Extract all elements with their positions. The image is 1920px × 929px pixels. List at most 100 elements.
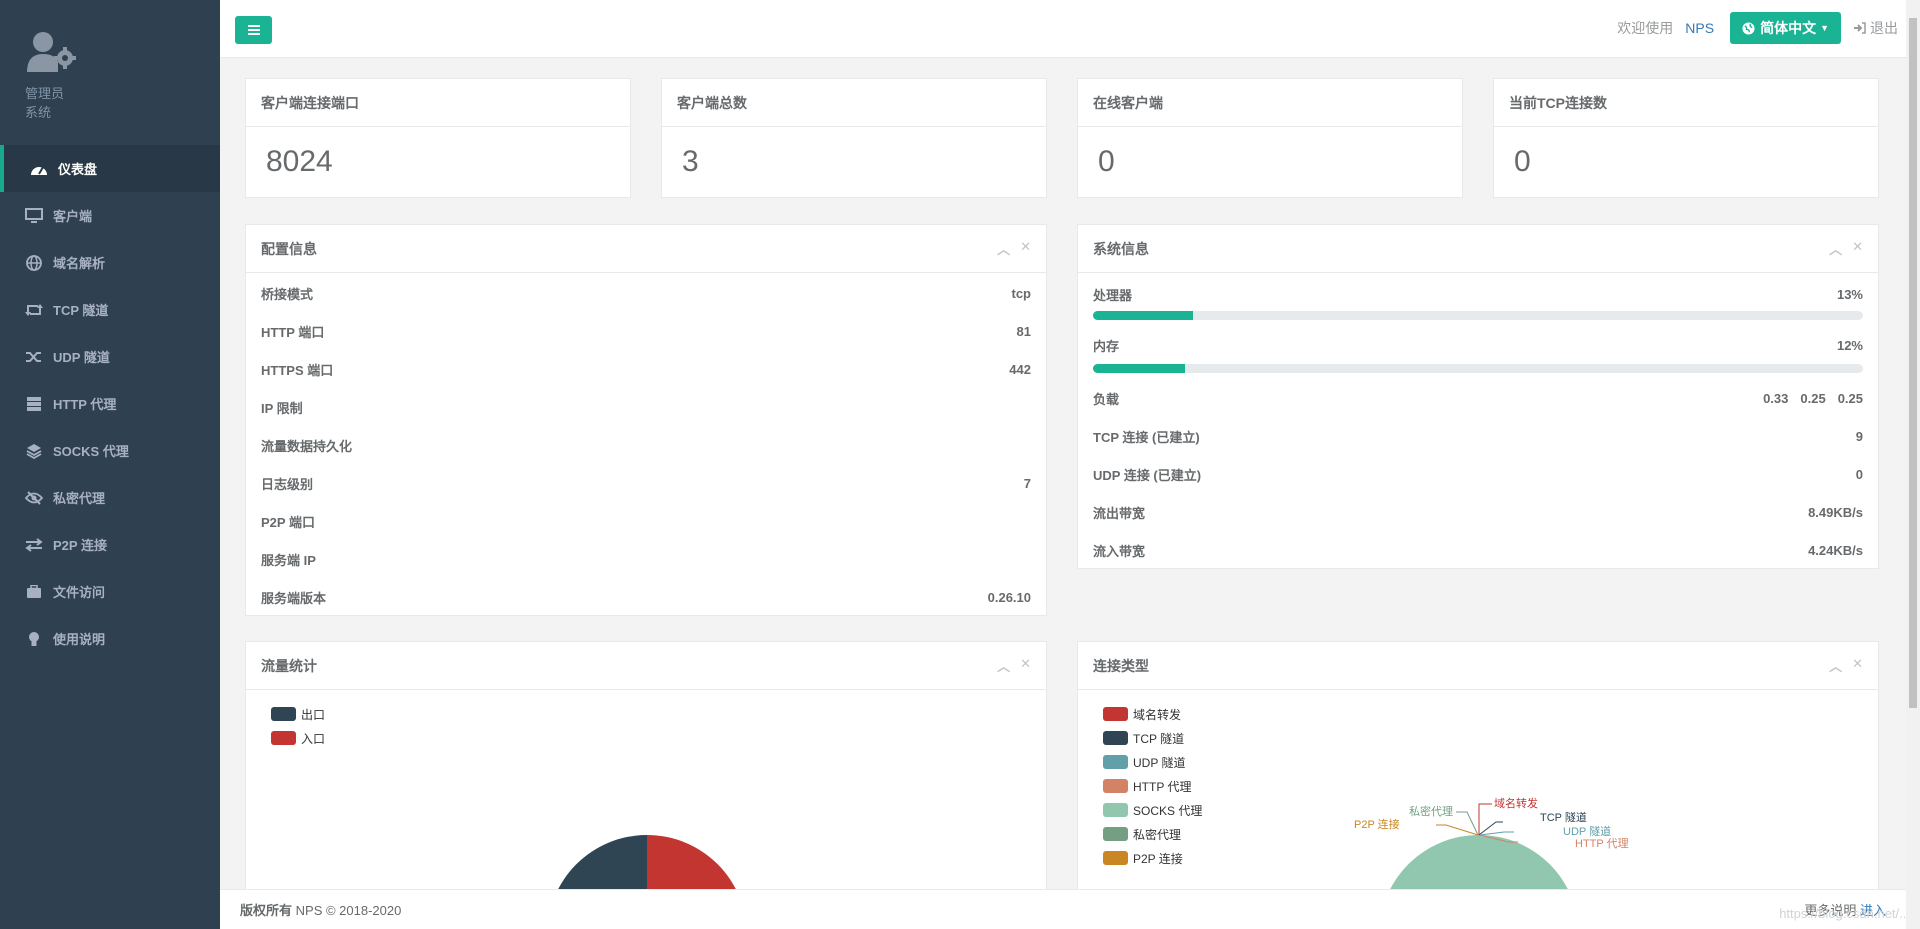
sidebar-item-label: TCP 隧道 bbox=[53, 303, 109, 318]
config-label: IP 限制 bbox=[261, 400, 303, 416]
globe-icon bbox=[1742, 21, 1755, 35]
enter-link[interactable]: 进入 bbox=[1859, 903, 1886, 918]
legend-label: 域名转发 bbox=[1133, 707, 1182, 722]
pie-label-domain: 域名转发 bbox=[1494, 796, 1538, 810]
logout-label: 退出 bbox=[1870, 20, 1898, 36]
legend-item[interactable]: 入口 bbox=[271, 726, 1046, 750]
retweet-icon bbox=[25, 301, 43, 319]
config-row: 服务端版本 0.26.10 bbox=[246, 578, 1046, 616]
pie-label-tcp: TCP 隧道 bbox=[1540, 810, 1587, 824]
config-value: 0.26.10 bbox=[987, 589, 1031, 605]
welcome-text: 欢迎使用 bbox=[1617, 20, 1674, 36]
user-cog-icon bbox=[25, 28, 85, 74]
traffic-pie-chart bbox=[547, 835, 747, 889]
config-value: 7 bbox=[1023, 475, 1031, 491]
config-row: 服务端 IP bbox=[246, 540, 1046, 578]
memory-progress-fill bbox=[1093, 364, 1186, 373]
footer: 版权所有 NPS © 2018-2020 更多说明 进入 bbox=[220, 889, 1906, 929]
page-scrollbar[interactable] bbox=[1906, 0, 1920, 929]
system-row: TCP 连接 (已建立) 9 bbox=[1078, 417, 1878, 455]
copyright-label: 版权所有 bbox=[240, 903, 293, 918]
memory-row: 内存 12% bbox=[1078, 320, 1878, 364]
legend-item[interactable]: UDP 隧道 bbox=[1103, 750, 1878, 774]
sidebar-item-socks[interactable]: SOCKS 代理 bbox=[0, 427, 220, 474]
legend-swatch bbox=[1103, 707, 1128, 721]
memory-progress bbox=[1093, 364, 1863, 373]
legend-label: SOCKS 代理 bbox=[1133, 803, 1203, 818]
stat-value: 3 bbox=[682, 145, 699, 178]
legend-swatch bbox=[1103, 803, 1128, 817]
sidebar-item-label: 仪表盘 bbox=[58, 162, 98, 177]
config-panel: 配置信息 ︿ ✕ 桥接模式 tcp HTTP 端口 81 HTTPS 端口 442 I… bbox=[245, 224, 1047, 616]
briefcase-icon bbox=[25, 583, 43, 601]
language-dropdown[interactable]: 简体中文 ▼ bbox=[1730, 12, 1841, 44]
sidebar-item-p2p[interactable]: P2P 连接 bbox=[0, 521, 220, 568]
profile: 管理员 系统 bbox=[0, 0, 220, 145]
stat-title: 客户端总数 bbox=[677, 94, 747, 111]
profile-role: 管理员 bbox=[25, 86, 65, 101]
sidebar-item-files[interactable]: 文件访问 bbox=[0, 568, 220, 615]
legend-item[interactable]: TCP 隧道 bbox=[1103, 726, 1878, 750]
sidebar-item-tcp[interactable]: TCP 隧道 bbox=[0, 286, 220, 333]
legend-label: 入口 bbox=[301, 731, 326, 746]
chevron-up-icon[interactable]: ︿ bbox=[1829, 242, 1843, 257]
panel-title: 流量统计 bbox=[261, 657, 317, 674]
sidebar-item-dashboard[interactable]: 仪表盘 bbox=[0, 145, 220, 192]
legend-item[interactable]: SOCKS 代理 bbox=[1103, 798, 1878, 822]
stat-value: 8024 bbox=[266, 145, 333, 178]
menu-toggle-button[interactable] bbox=[235, 16, 272, 44]
cpu-progress-fill bbox=[1093, 311, 1194, 320]
logout-link[interactable]: 退出 bbox=[1853, 18, 1898, 38]
watermark: https://blog.csdn.net/... bbox=[1779, 906, 1910, 921]
close-icon[interactable]: ✕ bbox=[1020, 239, 1031, 254]
brand-link[interactable]: NPS bbox=[1685, 20, 1715, 36]
stat-title: 当前TCP连接数 bbox=[1509, 94, 1607, 111]
system-label: UDP 连接 (已建立) bbox=[1093, 467, 1202, 483]
legend-item[interactable]: 私密代理 bbox=[1103, 822, 1878, 846]
stat-client-total: 客户端总数 3 bbox=[661, 78, 1047, 198]
globe-icon bbox=[25, 254, 43, 272]
sidebar-item-udp[interactable]: UDP 隧道 bbox=[0, 333, 220, 380]
chevron-up-icon[interactable]: ︿ bbox=[1829, 659, 1843, 674]
scrollbar-thumb[interactable] bbox=[1909, 18, 1917, 708]
cpu-row: 处理器 13% bbox=[1078, 273, 1878, 311]
chevron-up-icon[interactable]: ︿ bbox=[997, 659, 1011, 674]
exchange-icon bbox=[25, 536, 43, 554]
random-icon bbox=[25, 348, 43, 366]
sidebar-item-http[interactable]: HTTP 代理 bbox=[0, 380, 220, 427]
system-value: 9 bbox=[1855, 428, 1863, 444]
system-row: 流出带宽 8.49KB/s bbox=[1078, 493, 1878, 531]
hamburger-icon bbox=[247, 23, 260, 38]
sidebar-item-domain[interactable]: 域名解析 bbox=[0, 239, 220, 286]
connection-types-panel: 连接类型 ︿ ✕ 域名转发 TCP 隧道 UDP 隧道 HTTP 代理 SOCK… bbox=[1077, 641, 1879, 889]
legend-item[interactable]: HTTP 代理 bbox=[1103, 774, 1878, 798]
close-icon[interactable]: ✕ bbox=[1852, 239, 1863, 254]
dashboard-icon bbox=[30, 160, 48, 178]
chevron-up-icon[interactable]: ︿ bbox=[997, 242, 1011, 257]
traffic-legend: 出口 入口 bbox=[246, 690, 1046, 750]
sidebar-item-secret[interactable]: 私密代理 bbox=[0, 474, 220, 521]
legend-item[interactable]: P2P 连接 bbox=[1103, 846, 1878, 870]
system-value: 4.24KB/s bbox=[1808, 542, 1863, 558]
more-info-text: 更多说明 bbox=[1804, 903, 1857, 918]
caret-down-icon: ▼ bbox=[1820, 23, 1829, 33]
pie-label-http: HTTP 代理 bbox=[1575, 837, 1629, 850]
config-label: HTTPS 端口 bbox=[261, 362, 334, 378]
sidebar-item-clients[interactable]: 客户端 bbox=[0, 192, 220, 239]
stat-value: 0 bbox=[1098, 145, 1115, 178]
legend-label: 出口 bbox=[301, 707, 326, 722]
pie-slice-out[interactable] bbox=[547, 835, 647, 889]
stat-client-port: 客户端连接端口 8024 bbox=[245, 78, 631, 198]
stat-title: 在线客户端 bbox=[1093, 94, 1163, 111]
close-icon[interactable]: ✕ bbox=[1852, 656, 1863, 671]
legend-item[interactable]: 域名转发 bbox=[1103, 702, 1878, 726]
legend-item[interactable]: 出口 bbox=[271, 702, 1046, 726]
close-icon[interactable]: ✕ bbox=[1020, 656, 1031, 671]
pie-slice-socks[interactable] bbox=[1379, 835, 1579, 889]
sidebar-item-help[interactable]: 使用说明 bbox=[0, 615, 220, 662]
legend-label: P2P 连接 bbox=[1133, 851, 1183, 866]
sign-out-icon bbox=[1853, 22, 1866, 34]
pie-slice-in[interactable] bbox=[647, 835, 747, 889]
legend-swatch bbox=[1103, 731, 1128, 745]
stat-online-clients: 在线客户端 0 bbox=[1077, 78, 1463, 198]
